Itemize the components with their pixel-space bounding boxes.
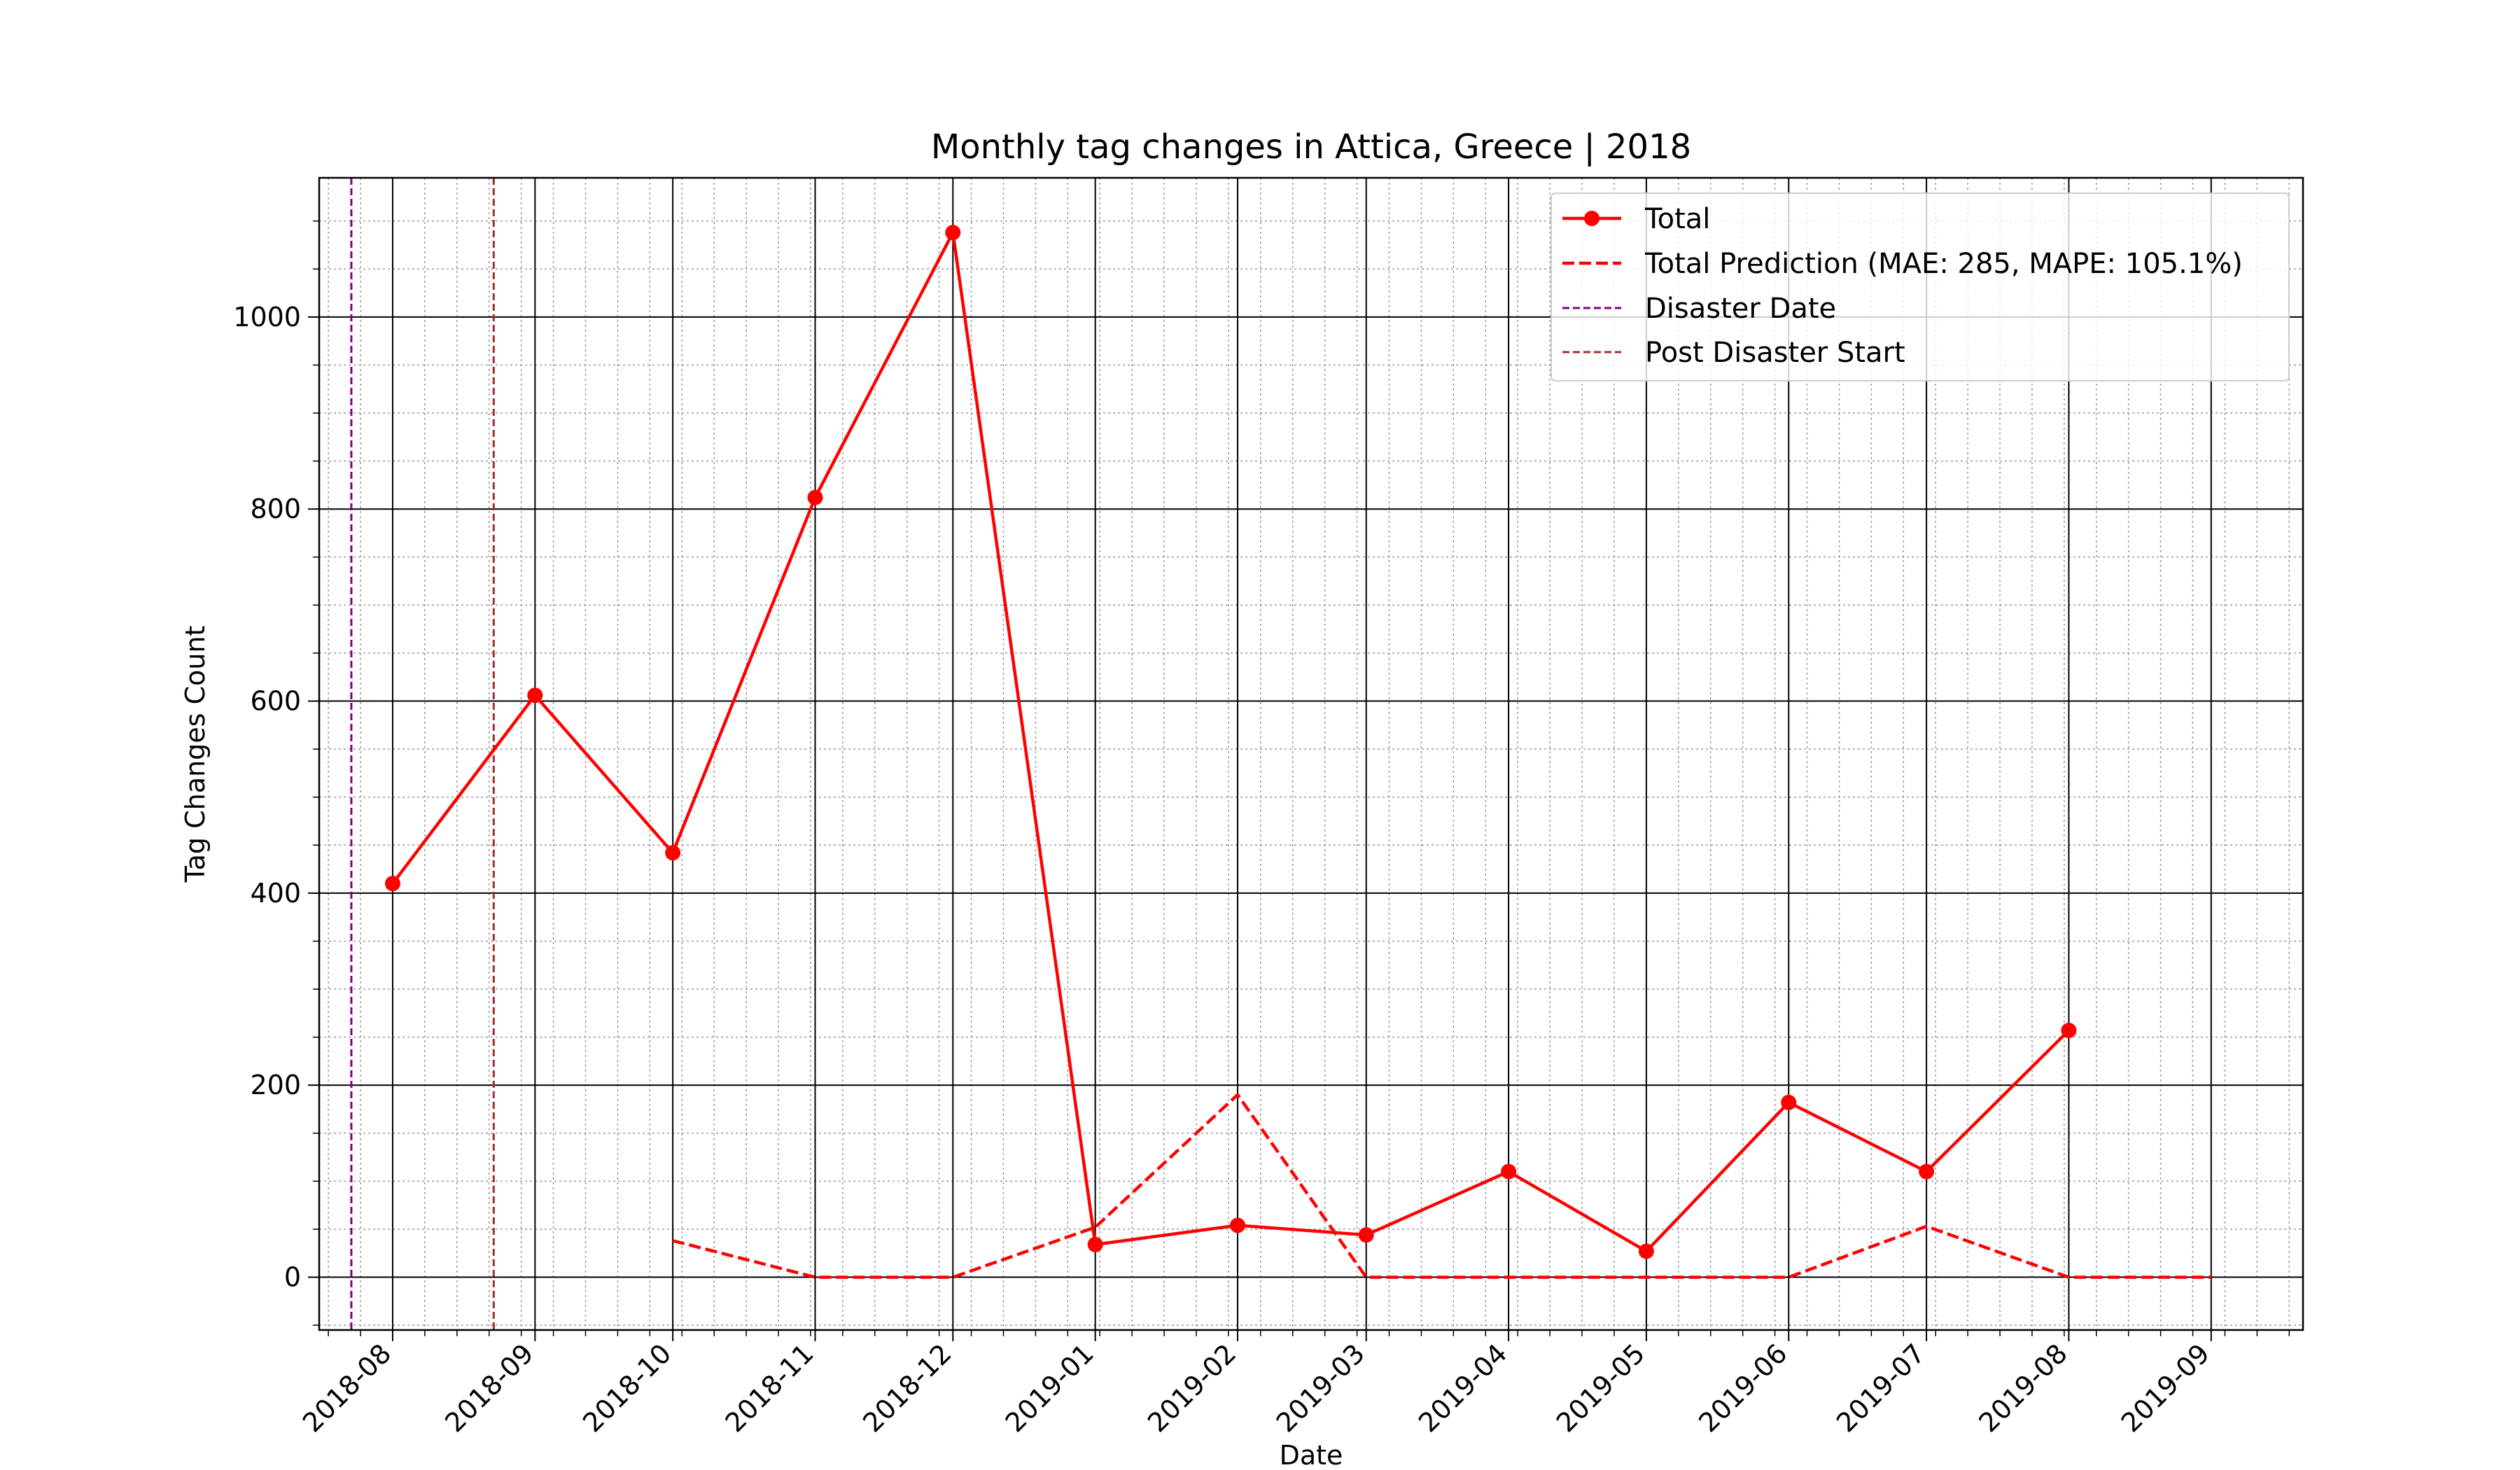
data-point — [1919, 1163, 1935, 1180]
y-tick-label: 0 — [284, 1262, 301, 1293]
series-line-prediction — [672, 1093, 2211, 1279]
data-point — [527, 687, 543, 704]
y-axis: 0 200 400 600 800 1000 — [233, 220, 319, 1326]
data-point — [384, 876, 400, 892]
legend-label-post-disaster-start: Post Disaster Start — [1645, 337, 1905, 369]
x-axis-label: Date — [1280, 1440, 1343, 1470]
event-lines — [350, 178, 495, 1330]
legend-label-prediction: Total Prediction (MAE: 285, MAPE: 105.1%… — [1644, 248, 2243, 280]
series-layer — [384, 225, 2211, 1279]
data-point — [1501, 1163, 1517, 1180]
y-tick-label: 1000 — [233, 302, 301, 332]
legend-label-total: Total — [1644, 203, 1710, 235]
y-axis-label: Tag Changes Count — [180, 626, 211, 883]
data-point — [1087, 1236, 1103, 1252]
legend-label-disaster-date: Disaster Date — [1645, 293, 1836, 325]
data-point — [1638, 1243, 1654, 1259]
data-point — [945, 225, 961, 241]
data-point — [807, 489, 823, 505]
y-tick-label: 600 — [250, 686, 301, 717]
legend-box — [1550, 192, 2290, 382]
legend: Total Total Prediction (MAE: 285, MAPE: … — [1550, 192, 2290, 382]
data-point — [2061, 1023, 2077, 1039]
y-tick-label: 400 — [250, 878, 301, 909]
chart-title: Monthly tag changes in Attica, Greece | … — [931, 127, 1691, 167]
y-tick-label: 800 — [250, 493, 301, 524]
data-point — [1230, 1217, 1246, 1233]
plot-frame — [318, 176, 2304, 1331]
data-point — [1358, 1227, 1374, 1243]
y-tick-label: 200 — [250, 1070, 301, 1100]
data-point — [665, 845, 681, 861]
legend-marker-total — [1584, 211, 1600, 226]
data-point — [1781, 1094, 1797, 1110]
